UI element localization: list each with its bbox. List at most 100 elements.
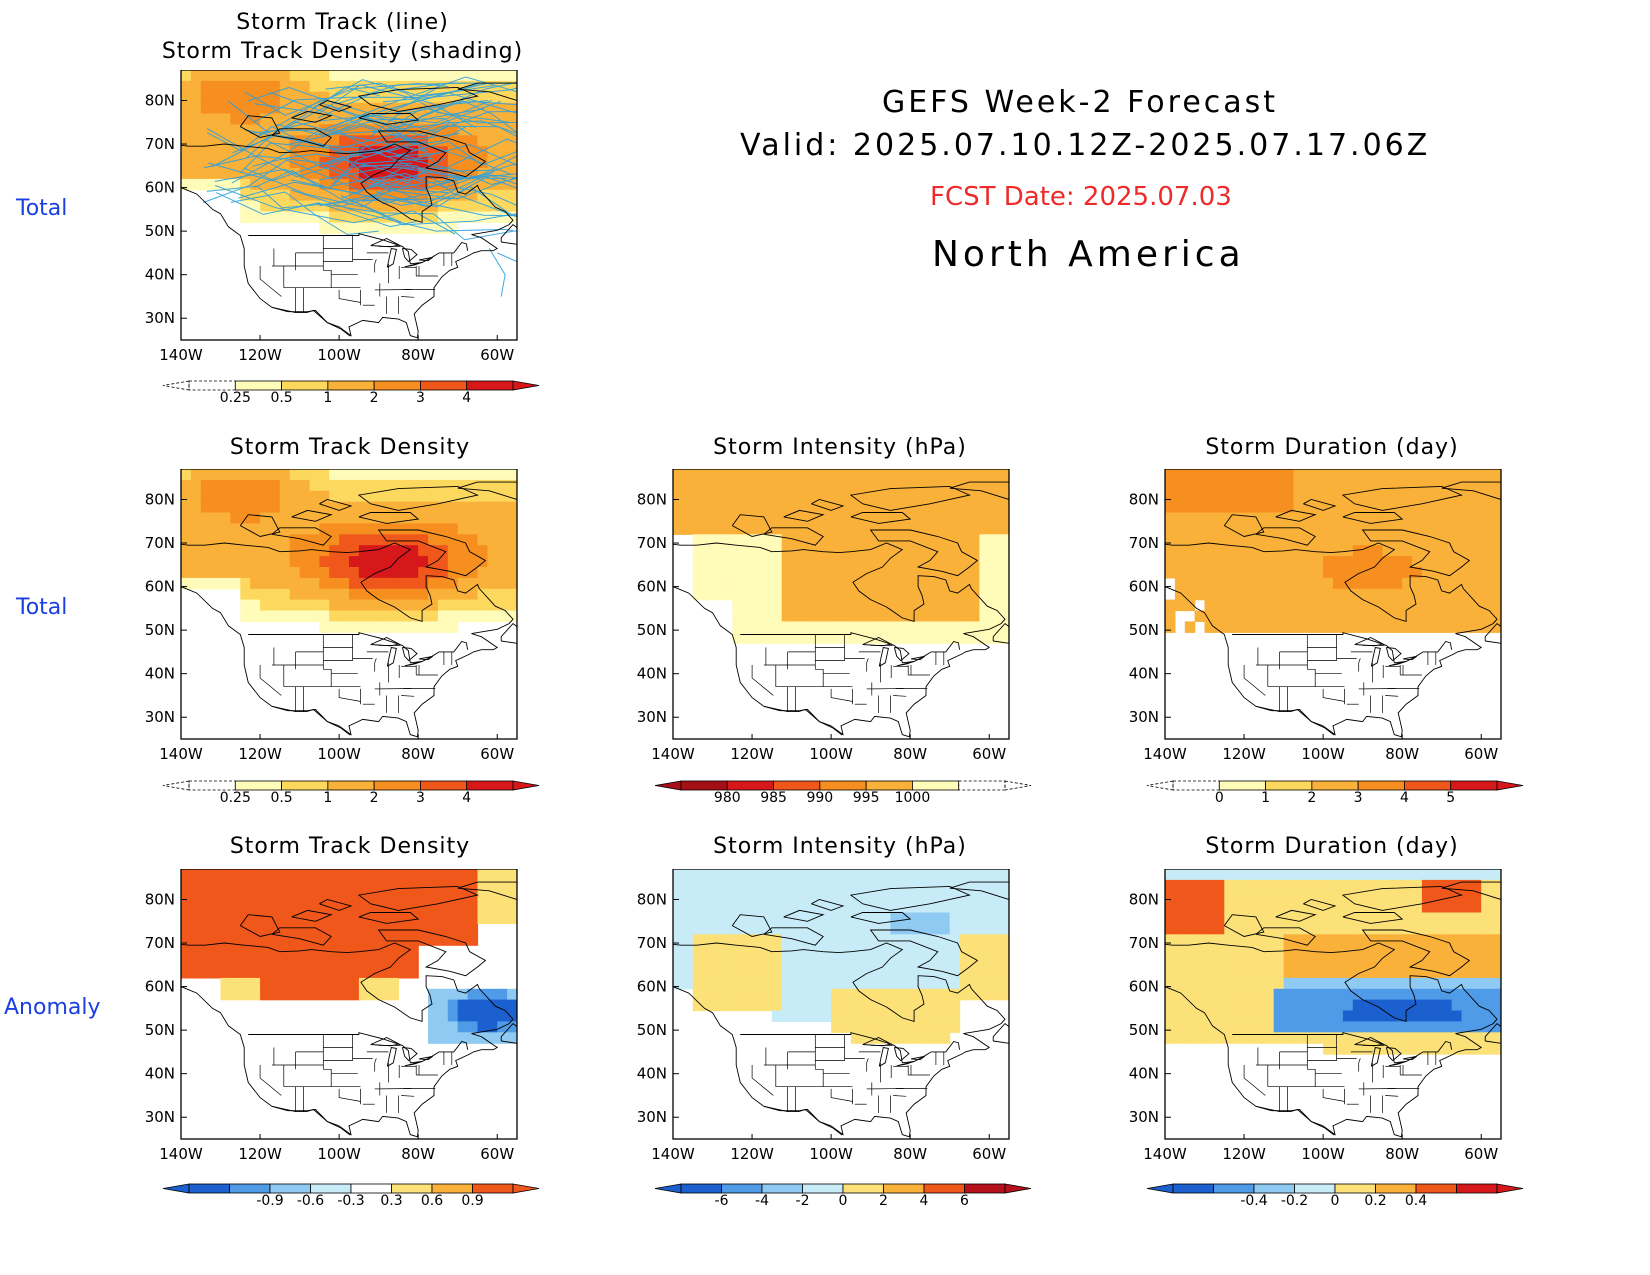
field-cell <box>269 168 281 180</box>
field-cell <box>1283 879 1295 892</box>
colorbar-high-arrow <box>512 1183 540 1194</box>
field-cell <box>240 977 251 990</box>
field-cell <box>418 135 429 147</box>
field-cell <box>289 912 301 924</box>
field-cell <box>210 157 222 169</box>
field-cell <box>1441 869 1453 881</box>
field-cell <box>1402 967 1413 979</box>
field-cell <box>801 923 812 935</box>
field-cell <box>1204 534 1215 546</box>
field-cell <box>821 912 832 924</box>
field-cell <box>1234 956 1245 968</box>
field-cell <box>1412 967 1423 979</box>
field-cell <box>309 545 320 557</box>
field-cell <box>1224 577 1235 590</box>
field-cell <box>1293 599 1304 612</box>
field-cell <box>378 157 390 169</box>
field-cell <box>949 599 961 612</box>
storm-track <box>330 163 517 189</box>
field-cell <box>467 200 479 213</box>
field-cell <box>408 512 419 524</box>
field-cell <box>269 967 281 979</box>
field-cell <box>210 113 222 125</box>
field-cell <box>979 977 990 990</box>
field-cell <box>979 967 990 979</box>
field-cell <box>447 211 459 223</box>
field-cell <box>821 988 832 1001</box>
field-cell <box>388 479 399 492</box>
field-cell <box>920 621 931 633</box>
field-cell <box>299 113 311 125</box>
field-cell <box>722 890 733 903</box>
field-cell <box>339 200 350 213</box>
field-cell <box>289 869 301 881</box>
field-cell <box>811 879 822 892</box>
field-cell <box>1382 869 1393 881</box>
field-cell <box>418 912 429 924</box>
field-cell <box>1392 469 1403 481</box>
field-cell <box>289 479 301 492</box>
field-cell <box>398 599 409 612</box>
field-cell <box>1471 501 1482 514</box>
field-cell <box>831 923 842 935</box>
field-cell <box>1273 890 1285 903</box>
field-cell <box>368 501 380 514</box>
field-cell <box>358 211 370 223</box>
field-cell <box>408 610 419 622</box>
field-cell <box>1481 879 1492 892</box>
colorbar-label: 4 <box>1400 790 1409 803</box>
field-cell <box>771 901 783 914</box>
field-cell <box>1234 934 1245 946</box>
field-cell <box>781 490 793 503</box>
field-cell <box>791 621 803 633</box>
field-cell <box>811 890 822 903</box>
field-cell <box>388 869 399 881</box>
field-cell <box>1194 490 1206 503</box>
map-frame <box>1164 868 1502 1140</box>
field-cell <box>497 178 508 191</box>
field-cell <box>979 610 990 622</box>
field-cell <box>457 912 469 924</box>
field-cell <box>467 534 479 546</box>
field-cell <box>358 490 370 503</box>
field-cell <box>250 501 261 514</box>
field-cell <box>1491 556 1501 568</box>
field-cell <box>920 1032 931 1044</box>
field-cell <box>319 934 330 946</box>
field-cell <box>309 556 320 568</box>
field-cell <box>1323 1021 1334 1033</box>
field-cell <box>319 80 330 93</box>
field-cell <box>497 501 508 514</box>
field-cell <box>507 490 517 503</box>
field-cell <box>890 599 901 612</box>
field-cell <box>349 490 360 503</box>
field-cell <box>989 967 1000 979</box>
field-cell <box>969 977 980 990</box>
field-cell <box>1402 621 1413 633</box>
field-cell <box>1323 577 1334 590</box>
field-cell <box>250 135 261 147</box>
field-cell <box>1253 879 1265 892</box>
field-cell <box>989 869 1000 881</box>
field-cell <box>319 967 330 979</box>
field-cell <box>910 512 921 524</box>
field-cell <box>1431 501 1443 514</box>
field-cell <box>692 512 704 524</box>
field-cell <box>388 967 399 979</box>
field-cell <box>1204 610 1215 622</box>
field-cell <box>220 135 231 147</box>
field-cell <box>1184 923 1196 935</box>
field-cell <box>289 901 301 914</box>
field-cell <box>722 545 733 557</box>
field-cell <box>989 523 1000 535</box>
lon-tick-label: 60W <box>972 745 1006 763</box>
field-cell <box>1342 988 1354 1001</box>
field-cell <box>230 967 241 979</box>
field-cell <box>732 999 743 1012</box>
field-cell <box>339 501 350 514</box>
field-cell <box>781 588 793 601</box>
field-cell <box>910 890 921 903</box>
field-cell <box>1471 523 1482 535</box>
field-cell <box>1461 512 1472 524</box>
field-cell <box>349 146 360 158</box>
